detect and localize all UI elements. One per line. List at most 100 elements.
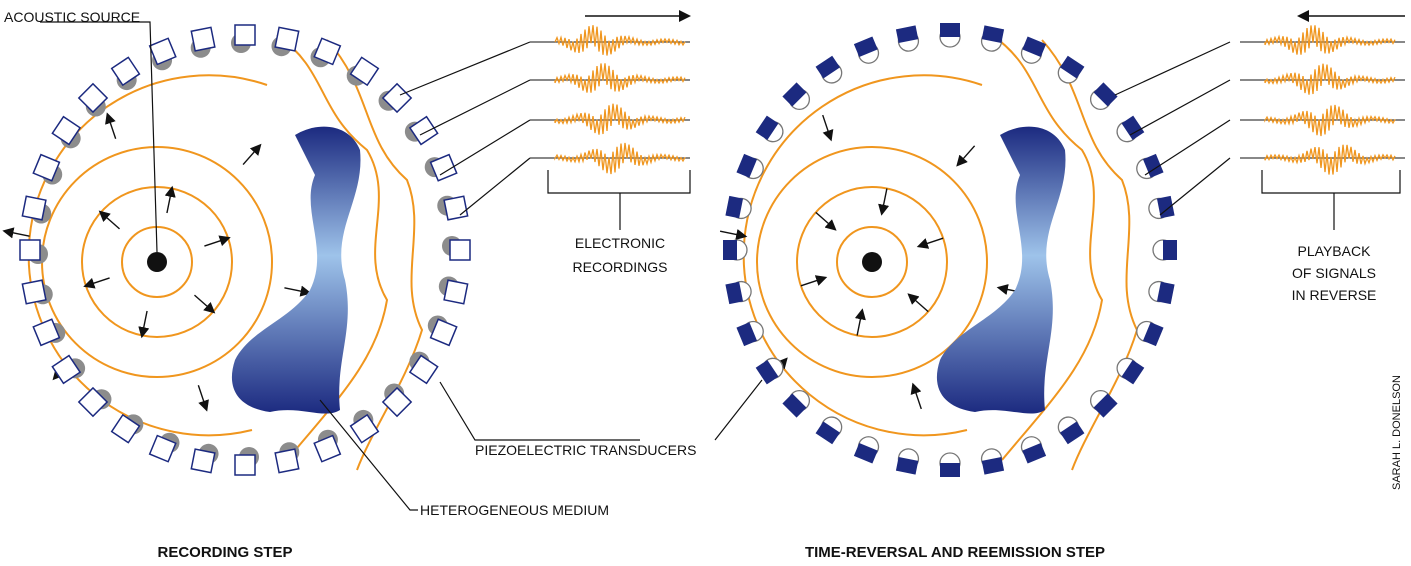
transducer (816, 56, 846, 87)
arrow (198, 385, 206, 409)
transducer (401, 113, 438, 149)
transducer (76, 84, 113, 121)
transducer-element (235, 455, 255, 475)
signal (1265, 145, 1395, 175)
transducer (1113, 116, 1144, 146)
transducer (377, 379, 414, 416)
transducer-element (20, 240, 40, 260)
transducer (723, 240, 747, 260)
transducer (187, 27, 216, 59)
transducer-element (235, 25, 255, 45)
arrow (909, 295, 928, 312)
recordings-label: RECORDINGS (573, 259, 668, 275)
arrow (958, 146, 975, 165)
arrow (204, 238, 228, 246)
signal-cable (1160, 158, 1230, 215)
transducer-element (275, 27, 299, 51)
transducer (52, 351, 89, 387)
signal (555, 25, 685, 55)
caption: RECORDING STEP (157, 544, 292, 561)
signal (1265, 25, 1395, 54)
arrow (816, 212, 835, 229)
transducer (311, 427, 344, 462)
arrow (823, 115, 831, 139)
transducer (33, 316, 68, 349)
transducer-element (191, 449, 215, 473)
signal-cable (460, 158, 530, 215)
medium-label: HETEROGENEOUS MEDIUM (420, 502, 609, 518)
signal-cable (1145, 120, 1230, 175)
arrow (101, 212, 120, 229)
arrow (284, 288, 309, 293)
arrow (919, 238, 943, 246)
transducer (112, 408, 148, 445)
source-label: ACOUSTIC SOURCE (4, 9, 140, 25)
medium (937, 127, 1066, 414)
transducer-element (940, 23, 960, 37)
arrow (86, 278, 110, 286)
transducer (782, 386, 813, 417)
transducer (854, 434, 882, 464)
transducer (756, 116, 787, 146)
acoustic-source (862, 252, 882, 272)
transducer (1147, 280, 1174, 304)
arrow (108, 115, 116, 139)
transducer (980, 447, 1004, 474)
arrow (167, 188, 172, 213)
bracket (548, 170, 690, 230)
transducer (346, 406, 382, 443)
transducer (1018, 434, 1046, 464)
transducer (896, 447, 920, 474)
signal-cable (400, 42, 530, 95)
transducer (1134, 154, 1164, 182)
arrow (720, 231, 745, 236)
transducer (1134, 318, 1164, 346)
arrow (243, 146, 260, 165)
transducer (32, 155, 67, 188)
signal-cable (1130, 80, 1230, 135)
signal-cable (440, 120, 530, 175)
layout (5, 23, 1405, 477)
signal-cable (1115, 42, 1230, 95)
playback-label: PLAYBACK (1298, 243, 1372, 259)
transducer-element (191, 27, 215, 51)
transducer-element (444, 280, 468, 304)
transducer (940, 453, 960, 477)
transducer (1086, 82, 1117, 113)
transducer (1054, 413, 1084, 444)
transducer (442, 236, 470, 260)
transducer-element (444, 196, 468, 220)
credit: SARAH L. DONELSON (1391, 375, 1403, 490)
transducer (816, 413, 846, 444)
transducer (854, 36, 882, 66)
transducer (50, 117, 87, 153)
arrow (5, 231, 30, 236)
signal (555, 104, 685, 135)
transducer (270, 27, 299, 59)
caption: TIME-REVERSAL AND REEMISSION STEP (805, 544, 1105, 561)
transducer (307, 37, 340, 72)
medium (232, 127, 361, 414)
arrow (882, 188, 887, 213)
arrow (913, 385, 921, 409)
signal (1265, 64, 1395, 95)
bracket (1262, 170, 1400, 230)
transducer (374, 81, 411, 118)
transducer-element (22, 280, 46, 304)
diagram: ACOUSTIC SOURCE ELECTRONIC RECORDINGS PL… (0, 0, 1411, 566)
transducer (940, 23, 960, 47)
playback-label: OF SIGNALS (1292, 265, 1376, 281)
transducer (1147, 196, 1174, 220)
transducer (782, 82, 813, 113)
signal (555, 63, 685, 92)
transducer (79, 382, 116, 419)
arrow (194, 295, 213, 312)
transducer (231, 25, 255, 53)
transducer (980, 25, 1004, 52)
recordings-label: ELECTRONIC (575, 235, 665, 251)
transducer (191, 441, 220, 473)
transducer (435, 192, 467, 221)
transducer (736, 318, 766, 346)
transducer-element (275, 449, 299, 473)
transducers-label: PIEZOELECTRIC TRANSDUCERS (475, 442, 696, 458)
